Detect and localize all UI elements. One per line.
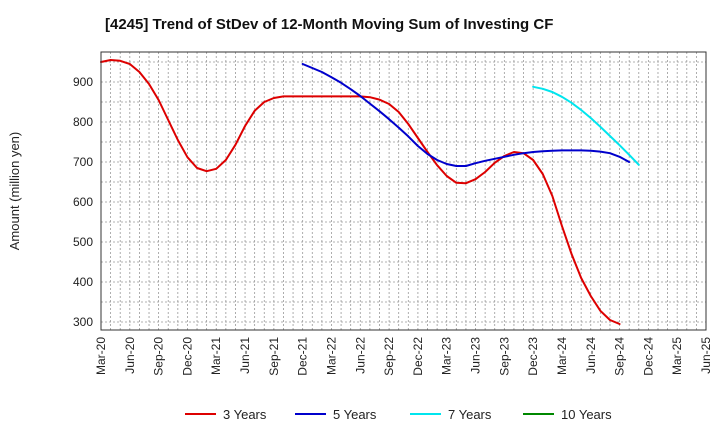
x-tick-label: Jun-24 [584, 337, 598, 374]
y-axis-ticks: 300 400 500 600 700 800 900 [73, 75, 93, 329]
legend: 3 Years 5 Years 7 Years 10 Years [185, 407, 612, 422]
x-tick-label: Sep-22 [382, 337, 396, 376]
x-tick-label: Jun-25 [699, 337, 713, 374]
x-tick-label: Jun-23 [469, 337, 483, 374]
x-axis-ticks: Mar-20 Jun-20 Sep-20 Dec-20 Mar-21 Jun-21 Sep-… [94, 337, 713, 376]
x-tick-label: Dec-22 [411, 337, 425, 376]
x-tick-label: Mar-20 [94, 337, 108, 375]
y-tick-label: 400 [73, 275, 93, 289]
legend-label: 10 Years [561, 407, 612, 422]
series-lines [100, 59, 640, 325]
x-tick-label: Mar-23 [440, 337, 454, 375]
legend-label: 7 Years [448, 407, 492, 422]
legend-label: 3 Years [223, 407, 267, 422]
y-tick-label: 600 [73, 195, 93, 209]
x-tick-label: Mar-24 [555, 337, 569, 375]
series-line [532, 85, 640, 166]
series-line [301, 63, 631, 167]
x-tick-label: Sep-24 [613, 337, 627, 376]
y-tick-label: 800 [73, 115, 93, 129]
x-tick-label: Mar-25 [670, 337, 684, 375]
chart-title: [4245] Trend of StDev of 12-Month Moving… [105, 16, 553, 33]
plot-frame [100, 51, 707, 331]
grid [100, 52, 707, 330]
x-tick-label: Dec-20 [180, 337, 194, 376]
x-tick-label: Sep-23 [497, 337, 511, 376]
y-tick-label: 500 [73, 235, 93, 249]
x-tick-label: Mar-21 [209, 337, 223, 375]
x-tick-label: Dec-21 [296, 337, 310, 376]
x-tick-label: Sep-20 [152, 337, 166, 376]
y-axis-label: Amount (million yen) [7, 132, 22, 251]
legend-label: 5 Years [333, 407, 377, 422]
x-tick-label: Mar-22 [324, 337, 338, 375]
x-tick-label: Jun-21 [238, 337, 252, 374]
x-tick-label: Jun-20 [123, 337, 137, 374]
y-tick-label: 300 [73, 315, 93, 329]
x-tick-label: Jun-22 [353, 337, 367, 374]
x-tick-label: Dec-24 [641, 337, 655, 376]
y-tick-label: 900 [73, 75, 93, 89]
x-tick-label: Sep-21 [267, 337, 281, 376]
y-tick-label: 700 [73, 155, 93, 169]
x-tick-label: Dec-23 [526, 337, 540, 376]
